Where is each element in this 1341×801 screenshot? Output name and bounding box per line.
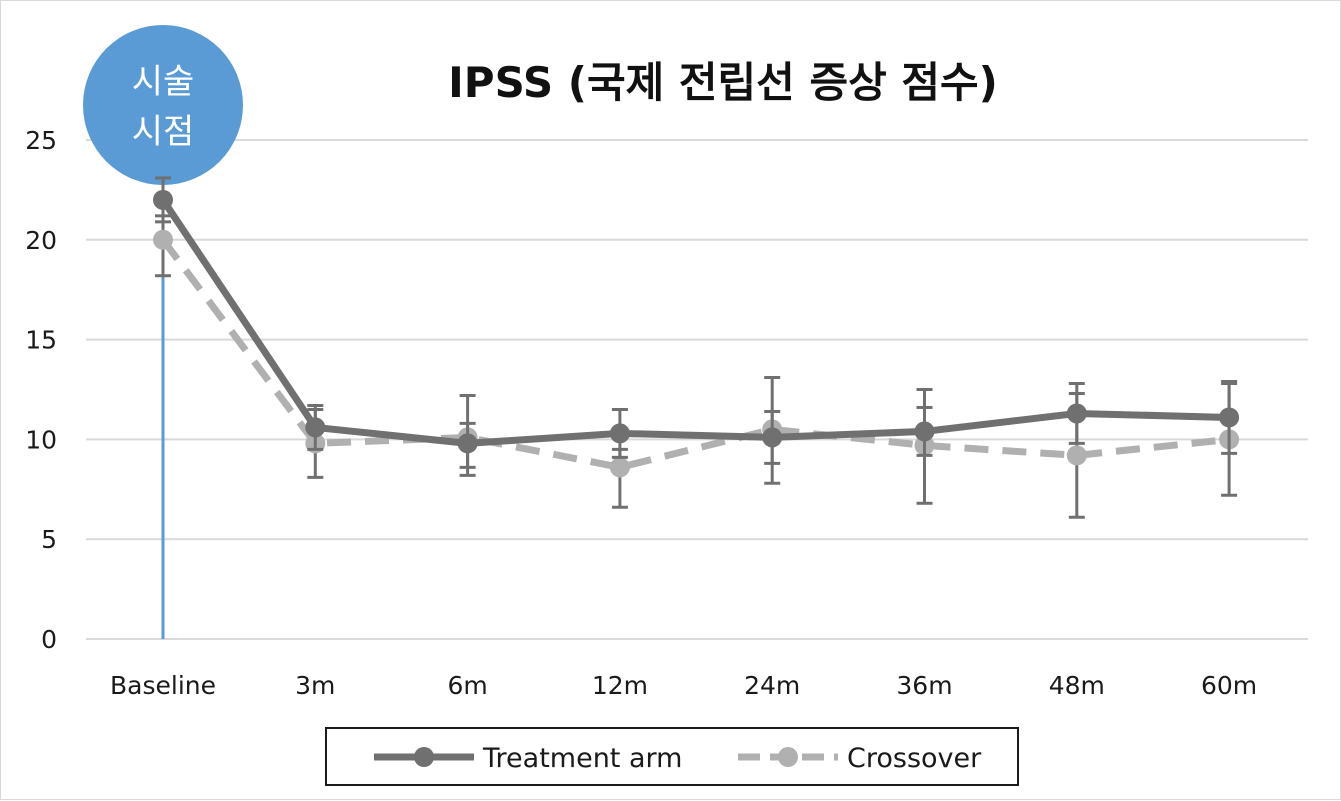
treatment-point bbox=[305, 417, 326, 438]
x-tick-label: 60m bbox=[1201, 671, 1257, 700]
procedure-timepoint-annotation: 시술 시점 bbox=[83, 25, 243, 639]
treatment-point bbox=[1219, 407, 1240, 428]
treatment-point bbox=[914, 421, 935, 442]
x-tick-label: 48m bbox=[1049, 671, 1105, 700]
x-tick-label: 6m bbox=[447, 671, 487, 700]
crossover-point bbox=[1066, 445, 1087, 466]
legend-treatment-marker bbox=[414, 747, 434, 767]
x-tick-label: 3m bbox=[295, 671, 335, 700]
gridlines bbox=[86, 139, 1308, 640]
procedure-timepoint-badge bbox=[83, 25, 243, 185]
treatment-point bbox=[1066, 403, 1087, 424]
y-tick-label: 0 bbox=[41, 625, 57, 654]
x-tick-label: 36m bbox=[896, 671, 952, 700]
x-tick-label: 24m bbox=[744, 671, 800, 700]
y-tick-label: 25 bbox=[25, 126, 57, 155]
chart-title: IPSS (국제 전립선 증상 점수) bbox=[448, 58, 998, 107]
x-axis-ticks: Baseline 3m 6m 12m 24m 36m 48m 60m bbox=[110, 671, 1257, 700]
treatment-point bbox=[153, 189, 173, 210]
y-tick-label: 15 bbox=[25, 326, 57, 355]
legend-treatment-label: Treatment arm bbox=[482, 743, 682, 774]
crossover-point bbox=[153, 229, 173, 250]
procedure-timepoint-label-line1: 시술 bbox=[132, 62, 195, 102]
y-tick-label: 10 bbox=[25, 425, 57, 454]
procedure-timepoint-label-line2: 시점 bbox=[132, 112, 195, 152]
crossover-point bbox=[609, 457, 630, 478]
legend-crossover-label: Crossover bbox=[847, 743, 982, 774]
y-axis-ticks: 0 5 10 15 20 25 bbox=[25, 126, 57, 654]
y-tick-label: 20 bbox=[25, 226, 57, 255]
x-tick-label: Baseline bbox=[110, 671, 216, 700]
series-crossover bbox=[153, 214, 1240, 519]
treatment-point bbox=[609, 423, 630, 444]
x-tick-label: 12m bbox=[592, 671, 648, 700]
y-tick-label: 5 bbox=[41, 525, 57, 554]
legend: Treatment arm Crossover bbox=[325, 727, 1019, 786]
treatment-point bbox=[457, 433, 478, 454]
treatment-point bbox=[762, 427, 783, 448]
legend-crossover-marker bbox=[778, 747, 798, 767]
series-treatment bbox=[153, 176, 1240, 469]
crossover-line bbox=[160, 237, 1230, 471]
series-layer bbox=[153, 176, 1240, 519]
treatment-line bbox=[159, 196, 1233, 447]
